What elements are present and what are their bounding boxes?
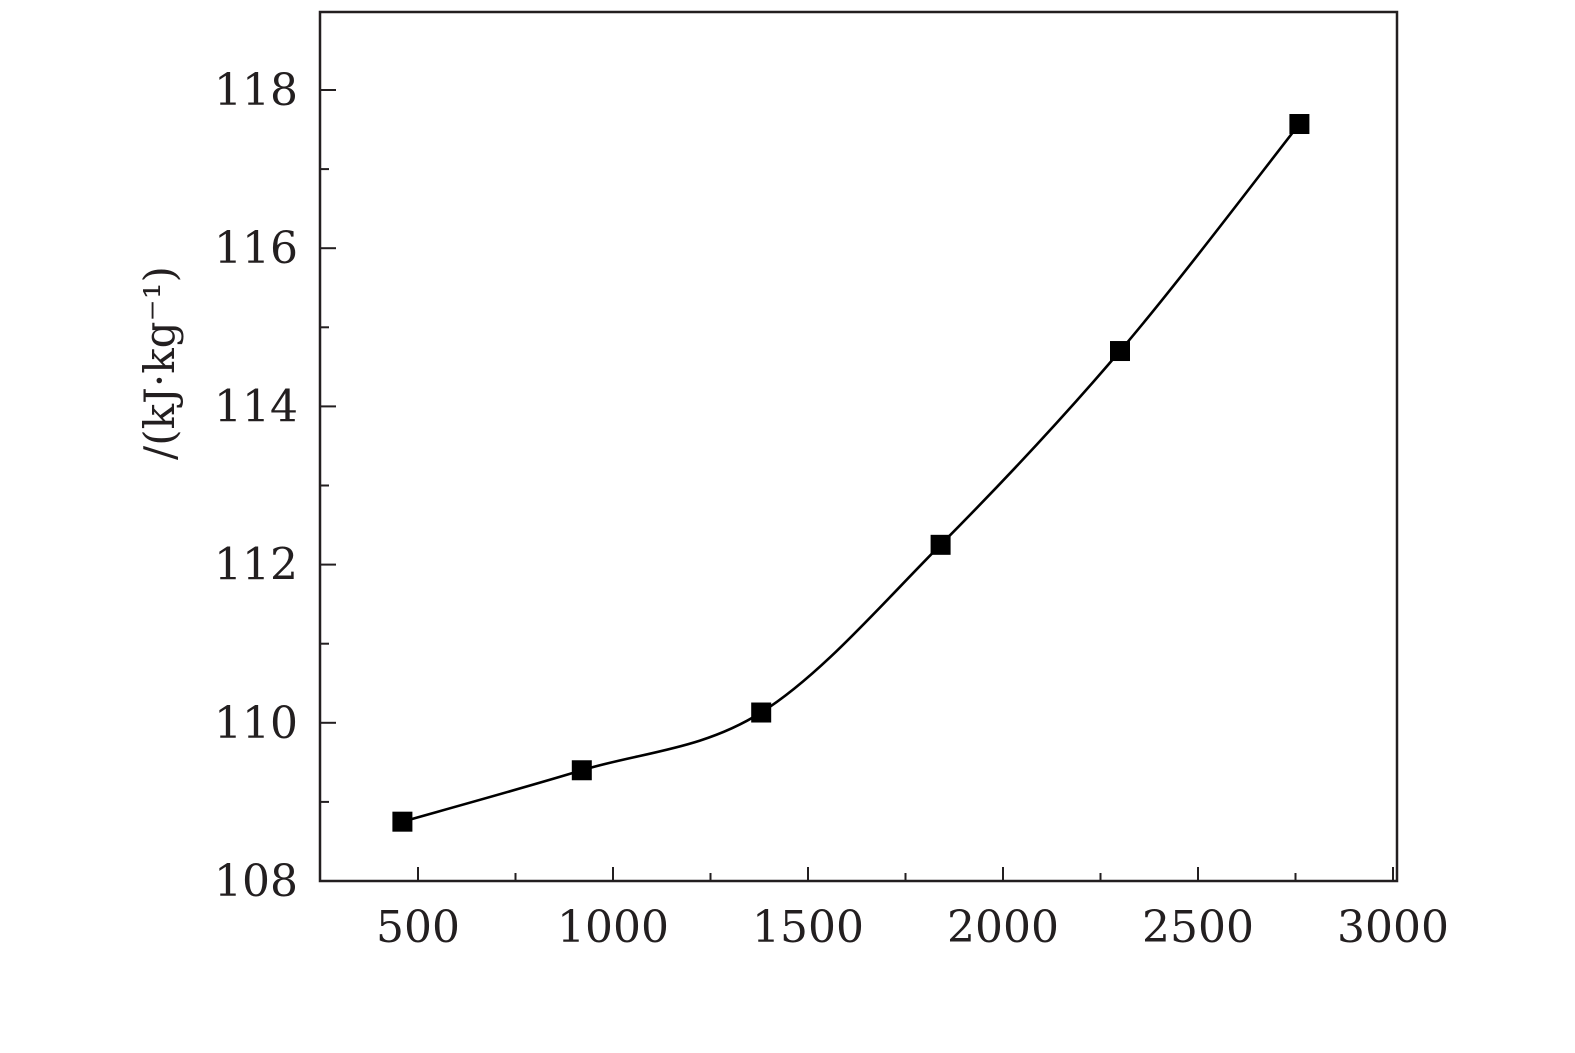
x-tick-label: 1500 [752,902,864,953]
x-tick-label: 2500 [1142,902,1254,953]
y-tick-label: 116 [214,223,298,274]
y-tick-label: 114 [214,381,298,432]
data-point-marker [392,811,413,832]
axis-ticks [320,89,1394,881]
data-point-marker [571,760,592,781]
y-tick-labels: 108 110 112 114 116 118 [214,65,298,907]
y-tick-label: 112 [214,540,298,591]
x-tick-label: 500 [376,902,460,953]
x-tick-label: 1000 [557,902,669,953]
y-tick-label: 108 [214,856,298,907]
series-markers [392,114,1310,832]
data-point-marker [1110,341,1130,362]
series-line [402,123,1301,823]
data-point-marker [930,534,951,555]
x-tick-label: 3000 [1337,902,1449,953]
x-tick-label: 2000 [947,902,1059,953]
x-tick-labels: 500 1000 1500 2000 2500 3000 [376,902,1449,953]
y-tick-label: 118 [214,65,298,116]
data-point-marker [751,702,772,723]
data-point-marker [1289,114,1310,135]
plot-frame [318,10,1399,883]
y-tick-label: 110 [214,698,298,749]
y-axis-title: /(kJ·kg⁻¹) [135,266,184,460]
